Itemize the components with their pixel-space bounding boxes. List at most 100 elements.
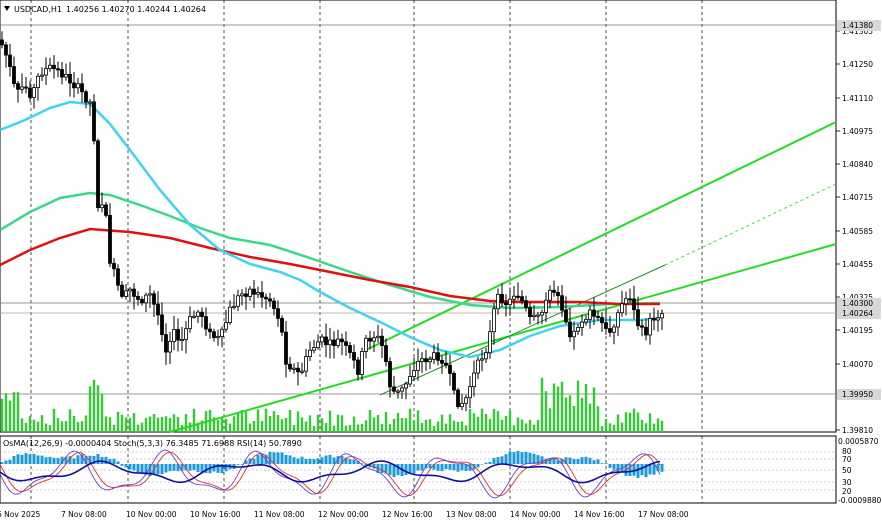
osma-bar — [224, 464, 228, 472]
candle-body — [528, 307, 532, 318]
time-label: 10 Nov 00:00 — [126, 510, 177, 519]
osma-bar — [520, 452, 524, 464]
candle-body — [80, 83, 84, 93]
channel-middle-line[interactable] — [379, 264, 666, 396]
mid-price-tag: 1.40300 — [842, 299, 873, 308]
osma-bar — [532, 453, 536, 464]
volume-bar — [64, 421, 68, 432]
volume-bar — [48, 425, 52, 432]
candlesticks[interactable] — [0, 31, 664, 412]
candle-body — [384, 345, 388, 363]
volume-bar — [92, 379, 96, 432]
osma-bar — [348, 459, 352, 464]
volume-bar — [348, 424, 352, 432]
osma-bar — [508, 451, 512, 464]
volume-bar — [28, 416, 32, 432]
volume-bar — [372, 417, 376, 432]
ema-red-line[interactable] — [0, 227, 660, 306]
osma-bar — [164, 464, 168, 473]
candle-body — [544, 299, 548, 313]
volume-bar — [516, 417, 520, 432]
volume-bar — [592, 387, 596, 432]
volume-bar — [416, 410, 420, 432]
osma-bar — [256, 455, 260, 464]
volume-bar — [8, 400, 12, 432]
osma-bar — [48, 456, 52, 464]
candle-body — [376, 335, 380, 339]
candle-body — [196, 311, 200, 317]
osma-bar — [488, 461, 492, 464]
volume-bar — [116, 411, 120, 432]
channel-upper-line[interactable] — [365, 121, 837, 351]
price-axis[interactable]: 1.41305 1.41250 1.41110 1.40975 1.40840 … — [836, 20, 881, 435]
osma-bar — [552, 457, 556, 464]
osma-bar — [456, 464, 460, 472]
candle-body — [28, 87, 32, 98]
candle-body — [312, 347, 316, 351]
candle-body — [364, 337, 368, 352]
volume-bar — [344, 425, 348, 432]
volume-bar — [72, 416, 76, 432]
candle-body — [120, 284, 124, 297]
candle-body — [296, 367, 300, 373]
osma-bar — [20, 454, 24, 464]
candle-body — [12, 66, 16, 85]
volume-bar — [160, 417, 164, 432]
osma-bar — [332, 457, 336, 464]
osma-bottom-value: -0.0009880 — [838, 496, 881, 505]
candle-body — [604, 322, 608, 329]
dropdown-triangle-icon[interactable] — [4, 6, 10, 11]
volume-bar — [484, 413, 488, 432]
volume-bar — [164, 416, 168, 432]
channel-lower-line[interactable] — [169, 243, 837, 433]
volume-bar — [100, 393, 104, 432]
osma-bar — [68, 456, 72, 464]
chart-header: USDCAD,H1 1.40256 1.40270 1.40244 1.4026… — [4, 5, 206, 14]
candle-body — [596, 315, 600, 318]
volume-bar — [140, 422, 144, 432]
osma-bar — [156, 464, 160, 475]
osma-bar — [636, 464, 640, 478]
candle-body — [72, 82, 76, 89]
osma-bar — [276, 452, 280, 464]
osma-bar — [288, 455, 292, 464]
volume-bar — [488, 419, 492, 432]
volume-bar — [316, 414, 320, 432]
candle-body — [372, 337, 376, 342]
time-axis[interactable]: 6 Nov 2025 7 Nov 08:00 10 Nov 00:00 10 N… — [0, 510, 689, 519]
candle-body — [156, 303, 160, 316]
volume-bar — [112, 424, 116, 432]
candle-body — [536, 314, 540, 317]
candle-body — [468, 386, 472, 399]
volume-bar — [496, 411, 500, 432]
osma-bar — [536, 455, 540, 464]
volume-bar — [436, 421, 440, 432]
osma-bar — [272, 452, 276, 464]
osma-bar — [148, 464, 152, 476]
candle-body — [124, 290, 128, 297]
volume-bar — [228, 423, 232, 432]
candle-body — [576, 327, 580, 332]
candle-body — [128, 288, 132, 292]
volume-bar — [368, 409, 372, 432]
osma-bar — [8, 459, 12, 464]
osma-bar — [660, 464, 664, 472]
osma-bar — [312, 459, 316, 464]
volume-bar — [572, 406, 576, 432]
candle-body — [104, 204, 108, 216]
osma-bar — [632, 464, 636, 476]
volume-bar — [224, 418, 228, 432]
candle-body — [452, 373, 456, 391]
osma-bar — [76, 455, 80, 464]
volume-bar — [320, 418, 324, 432]
regression-channel[interactable] — [169, 121, 837, 433]
osma-bar — [60, 456, 64, 464]
candle-body — [628, 298, 632, 301]
osma-bar — [84, 455, 88, 464]
osma-bar — [204, 464, 208, 474]
volume-bar — [76, 422, 80, 432]
candle-body — [140, 298, 144, 304]
osma-bar — [120, 464, 124, 466]
osma-bar — [504, 454, 508, 464]
